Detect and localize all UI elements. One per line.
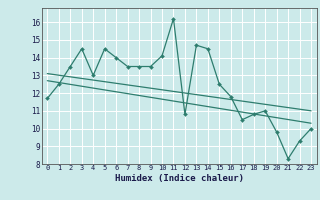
X-axis label: Humidex (Indice chaleur): Humidex (Indice chaleur): [115, 174, 244, 183]
